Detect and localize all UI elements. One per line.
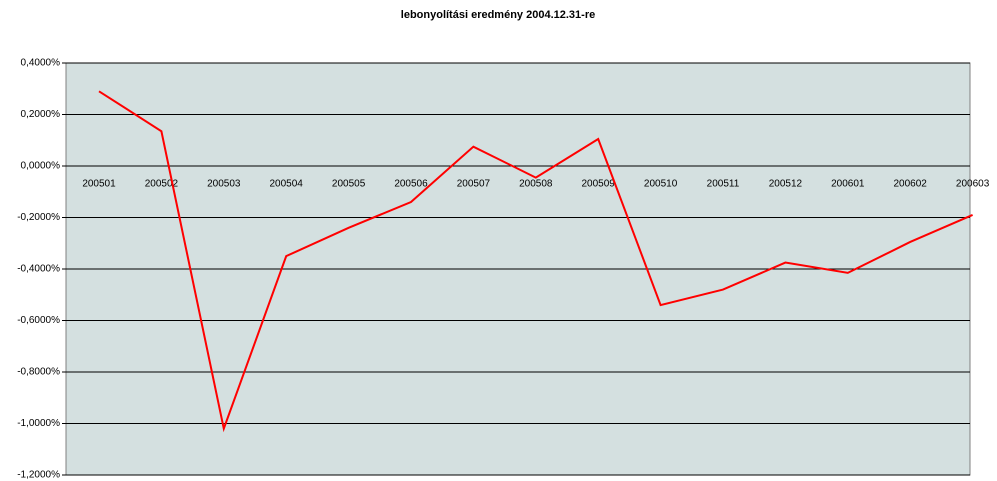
y-tick-label: 0,4000% bbox=[21, 58, 61, 69]
x-tick-label: 200508 bbox=[519, 179, 553, 190]
x-tick-label: 200504 bbox=[270, 179, 304, 190]
x-tick-label: 200506 bbox=[394, 179, 428, 190]
x-tick-label: 200512 bbox=[769, 179, 803, 190]
data-line bbox=[98, 90, 973, 433]
chart-title: lebonyolítási eredmény 2004.12.31-re bbox=[401, 9, 595, 21]
x-tick-label: 200601 bbox=[831, 179, 865, 190]
x-tick-label: 200511 bbox=[707, 179, 740, 190]
y-tick-label: -0,2000% bbox=[17, 212, 60, 223]
y-tick-label: 0,2000% bbox=[21, 109, 61, 120]
x-tick-label: 200507 bbox=[457, 179, 491, 190]
y-tick-label: 0,0000% bbox=[21, 161, 61, 172]
y-tick-label: -0,6000% bbox=[17, 315, 60, 326]
y-tick-label: -1,0000% bbox=[17, 418, 60, 429]
x-tick-label: 200505 bbox=[332, 179, 366, 190]
y-tick-label: -0,4000% bbox=[17, 264, 60, 275]
y-tick-label: -0,8000% bbox=[17, 367, 60, 378]
x-tick-label: 200602 bbox=[894, 179, 928, 190]
y-tick-label: -1,2000% bbox=[17, 470, 60, 481]
x-tick-label: 200503 bbox=[207, 179, 241, 190]
x-tick-label: 200509 bbox=[582, 179, 616, 190]
x-tick-label: 200603 bbox=[956, 179, 990, 190]
x-tick-label: 200501 bbox=[82, 179, 116, 190]
x-tick-label: 200502 bbox=[145, 179, 179, 190]
x-tick-label: 200510 bbox=[644, 179, 678, 190]
